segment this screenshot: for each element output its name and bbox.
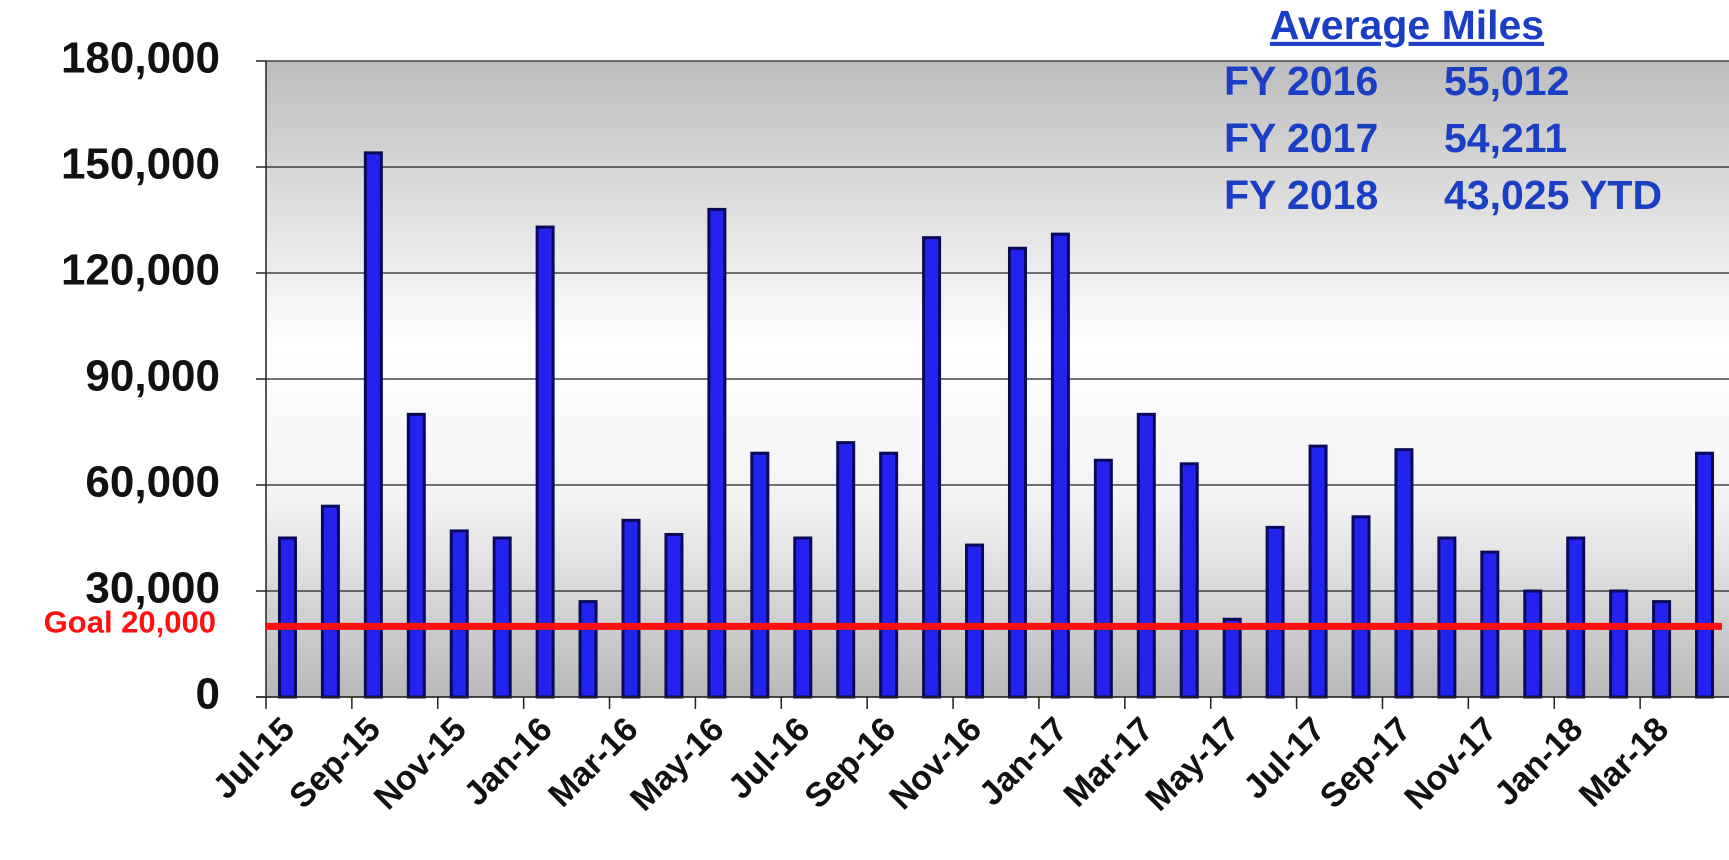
bar [1396, 450, 1412, 697]
annotation-value: 55,012 [1444, 58, 1569, 104]
x-tick-label: May-17 [1138, 710, 1246, 818]
bar [1181, 464, 1197, 697]
bar [451, 531, 467, 697]
x-tick-label: Sep-16 [797, 710, 903, 816]
bar [1138, 414, 1154, 697]
x-tick-label: Mar-18 [1572, 710, 1676, 814]
bar [1568, 538, 1584, 697]
x-tick-label: Jan-17 [972, 710, 1075, 813]
bar [1224, 619, 1240, 697]
bar [279, 538, 295, 697]
x-tick-label: Sep-17 [1313, 710, 1419, 816]
bar [1697, 453, 1713, 697]
bar [838, 443, 854, 697]
annotation-value: 43,025 YTD [1444, 172, 1662, 218]
bar [752, 453, 768, 697]
bar [365, 153, 381, 697]
bar [1095, 460, 1111, 697]
x-tick-label: Nov-15 [367, 710, 474, 817]
annotation-value: 54,211 [1444, 115, 1567, 161]
y-tick-label: 0 [196, 670, 220, 719]
bar [1267, 527, 1283, 697]
bar [1611, 591, 1627, 697]
bar [795, 538, 811, 697]
bar [1439, 538, 1455, 697]
bar [1525, 591, 1541, 697]
y-tick-label: 120,000 [61, 246, 220, 295]
x-tick-label: Sep-15 [282, 710, 388, 816]
goal-label: Goal 20,000 [44, 605, 216, 640]
x-tick-label: Jan-16 [457, 710, 560, 813]
bar [967, 545, 983, 697]
bar [322, 506, 338, 697]
bar [623, 520, 639, 697]
bar [494, 538, 510, 697]
bar [1353, 517, 1369, 697]
annotation-label: FY 2017 [1224, 115, 1378, 161]
annotation-title: Average Miles [1270, 2, 1544, 48]
y-tick-label: 180,000 [61, 34, 220, 83]
y-tick-label: 90,000 [85, 352, 220, 401]
bar [408, 414, 424, 697]
y-tick-label: 60,000 [85, 458, 220, 507]
x-tick-label: Jan-18 [1487, 710, 1590, 813]
x-tick-label: Nov-17 [1397, 710, 1504, 817]
annotation-label: FY 2018 [1224, 172, 1378, 218]
bar [580, 602, 596, 697]
bar [1654, 602, 1670, 697]
annotation-label: FY 2016 [1224, 58, 1378, 104]
bar [881, 453, 897, 697]
x-tick-label: Nov-16 [882, 710, 989, 817]
bar [666, 534, 682, 697]
x-tick-label: May-16 [623, 710, 731, 818]
chart: Average Miles 030,00060,00090,000120,000… [0, 0, 1729, 860]
y-tick-label: 150,000 [61, 140, 220, 189]
bar [1310, 446, 1326, 697]
